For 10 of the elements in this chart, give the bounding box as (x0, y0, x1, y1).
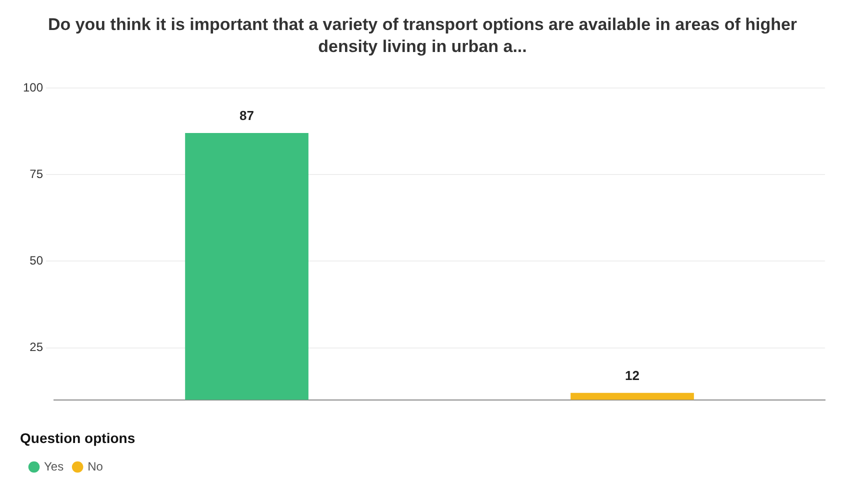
y-tick-label: 25 (30, 340, 44, 354)
y-tick-label: 75 (30, 166, 44, 181)
chart-title: Do you think it is important that a variety of transport options are available in areas of higher density living in urban a... (46, 14, 798, 58)
data-label: 12 (625, 368, 640, 383)
legend-label: No (88, 459, 104, 474)
data-label: 87 (240, 108, 254, 124)
legend-label: Yes (44, 459, 64, 474)
legend-title: Question options (20, 430, 136, 446)
y-tick-label: 100 (22, 80, 44, 94)
y-tick-label: 50 (30, 254, 44, 268)
